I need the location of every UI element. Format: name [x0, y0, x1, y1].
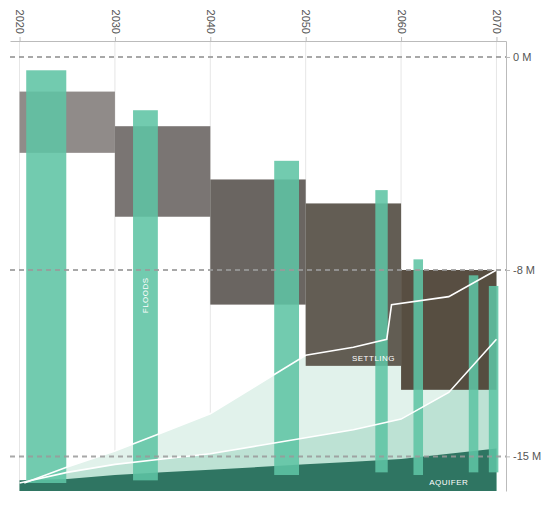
y-axis: 0 M -8 M -15 M	[506, 42, 541, 492]
series-label: FLOODS	[141, 277, 150, 313]
x-tick-label: 2050	[300, 10, 312, 34]
range-bar	[274, 161, 299, 475]
x-tick: 2020	[14, 10, 26, 41]
range-bar	[489, 286, 499, 472]
x-tick-mark	[401, 37, 402, 41]
y-grid-line	[10, 455, 506, 457]
plot-marks	[20, 70, 499, 491]
range-bar	[26, 70, 66, 483]
x-tick-mark	[115, 37, 116, 41]
x-tick: 2050	[300, 10, 312, 41]
x-tick: 2070	[491, 10, 503, 41]
area-line	[24, 270, 496, 483]
y-tick-mark	[506, 57, 510, 58]
series-labels: SETTLING AQUIFER FLOODS	[141, 277, 468, 487]
y-tick: 0 M	[506, 51, 531, 63]
x-tick: 2040	[205, 10, 217, 41]
x-tick-mark	[496, 37, 497, 41]
area-fill	[20, 448, 497, 491]
y-tick-label: 0 M	[513, 51, 531, 63]
range-bars	[20, 92, 497, 390]
x-grid	[20, 41, 497, 491]
range-bar	[115, 126, 210, 217]
range-bar	[413, 259, 423, 475]
y-tick: -15 M	[506, 450, 541, 462]
x-axis-line	[11, 41, 507, 42]
y-tick-label: -15 M	[513, 450, 541, 462]
y-grid-line	[10, 56, 506, 58]
y-grid-line	[10, 269, 506, 271]
range-bar	[375, 190, 387, 472]
y-tick-label: -8 M	[513, 264, 535, 276]
range-bars	[26, 70, 498, 483]
x-tick-label: 2030	[110, 10, 122, 34]
y-tick: -8 M	[506, 264, 535, 276]
series-label: AQUIFER	[429, 478, 468, 487]
y-axis-line	[506, 42, 507, 492]
y-grid	[10, 57, 506, 456]
x-axis: 2020 2030 2040 2050 2060 2070	[11, 10, 507, 42]
x-tick-label: 2070	[491, 10, 503, 34]
x-tick-label: 2060	[396, 10, 408, 34]
y-tick-mark	[506, 456, 510, 457]
x-tick: 2030	[110, 10, 122, 41]
x-tick-label: 2020	[14, 10, 26, 34]
area-line	[20, 339, 497, 483]
y-tick-mark	[506, 270, 510, 271]
x-tick: 2060	[396, 10, 408, 41]
series-label: SETTLING	[352, 354, 395, 363]
x-tick-mark	[210, 37, 211, 41]
x-tick-label: 2040	[205, 10, 217, 34]
chart: SETTLING AQUIFER FLOODS 2020 2030 2040 2050 206…	[0, 0, 553, 505]
background	[0, 0, 553, 505]
x-tick-mark	[20, 37, 21, 41]
x-tick-mark	[306, 37, 307, 41]
range-bar	[133, 110, 158, 480]
range-bar	[469, 275, 479, 472]
